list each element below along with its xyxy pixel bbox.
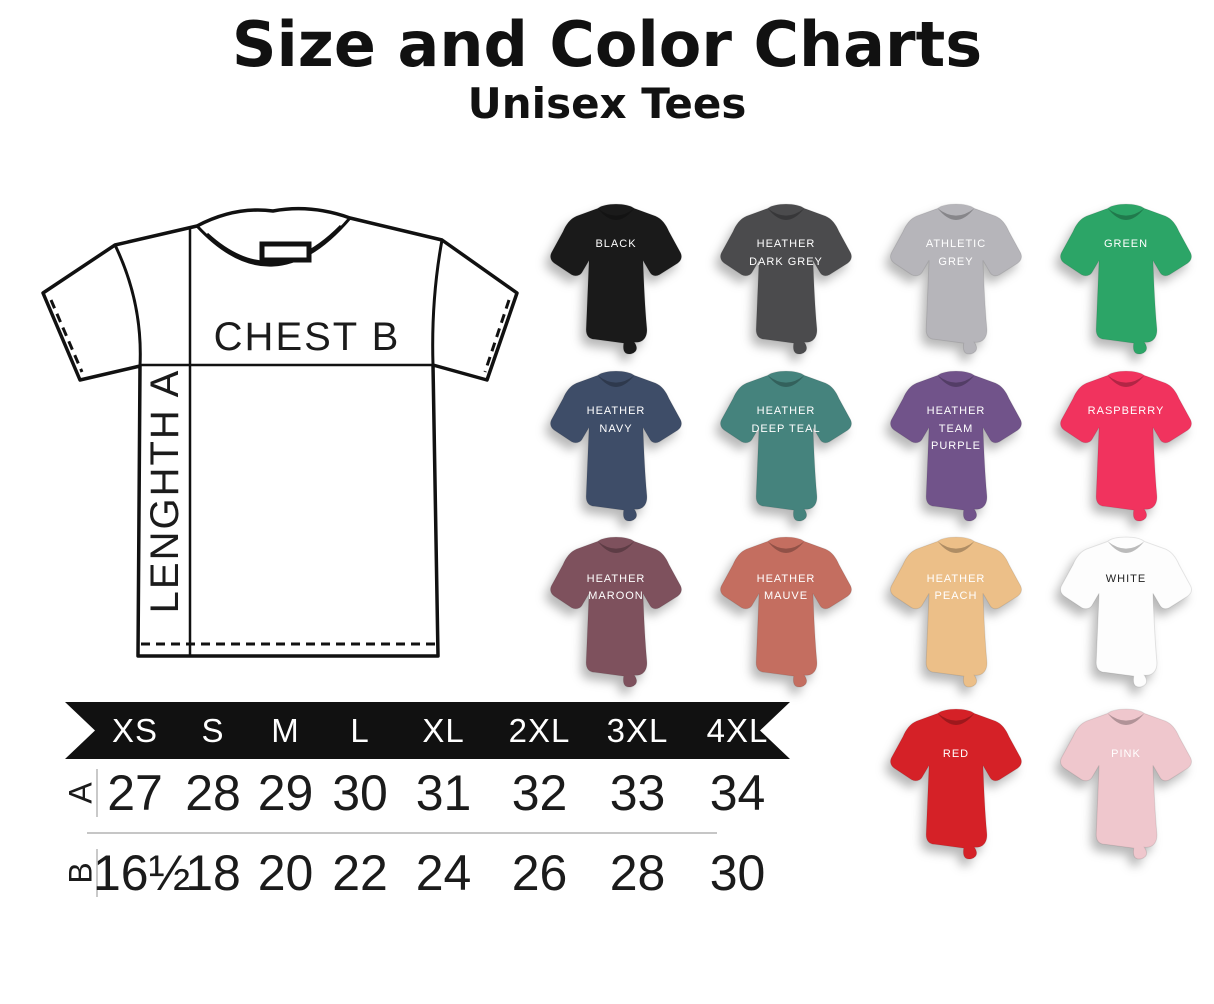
neck-label-tag bbox=[259, 241, 312, 263]
size-value: 33 bbox=[609, 765, 666, 821]
size-value: 30 bbox=[709, 845, 766, 901]
tshirt-icon bbox=[890, 370, 1022, 522]
row-tick bbox=[96, 849, 98, 897]
tshirt-swatch-green: GREEN bbox=[1041, 193, 1211, 360]
tshirt-color-label: HEATHER MAROON bbox=[586, 572, 646, 603]
tshirt-icon bbox=[1060, 370, 1192, 522]
tshirt-swatch-heather-deep-teal: HEATHER DEEP TEAL bbox=[701, 360, 871, 526]
size-value: 32 bbox=[511, 765, 568, 821]
right-sleeve-seam bbox=[431, 239, 444, 366]
tshirt-swatch-white: WHITE bbox=[1041, 526, 1211, 698]
size-row-b: B 16½ 18 20 22 24 26 28 30 bbox=[63, 844, 790, 902]
size-header-2xl: 2XL bbox=[508, 712, 571, 749]
tshirt-icon bbox=[550, 536, 682, 688]
size-header-xs: XS bbox=[111, 712, 159, 749]
tshirt-color-label: GREEN bbox=[1103, 238, 1149, 251]
right-sleeve-hem-dashed bbox=[483, 299, 511, 373]
tshirt-swatch-athletic-grey: ATHLETIC GREY bbox=[871, 193, 1041, 360]
size-value: 24 bbox=[415, 845, 472, 901]
left-sleeve-hem-dashed bbox=[49, 299, 84, 373]
tshirt-icon bbox=[1060, 203, 1192, 355]
collar-outer bbox=[195, 217, 352, 267]
row-tick bbox=[96, 769, 98, 817]
tshirt-icon bbox=[550, 203, 682, 355]
tshirt-outline bbox=[41, 206, 519, 658]
tshirt-color-label: HEATHER MAUVE bbox=[756, 572, 816, 603]
tshirt-measurement-diagram: CHEST B LENGHTH A bbox=[41, 206, 519, 658]
tshirt-color-label: HEATHER TEAM PURPLE bbox=[926, 405, 986, 453]
header: Size and Color Charts Unisex Tees bbox=[0, 12, 1214, 128]
tshirt-color-label: HEATHER DEEP TEAL bbox=[751, 405, 821, 435]
length-label: LENGHTH A bbox=[143, 369, 187, 614]
tshirt-swatch-red: RED bbox=[871, 698, 1041, 883]
tshirt-color-label: PINK bbox=[1111, 748, 1141, 761]
tshirt-icon bbox=[890, 708, 1022, 860]
size-header-3xl: 3XL bbox=[606, 712, 669, 749]
tshirt-icon bbox=[720, 370, 852, 522]
tshirt-swatch-pink: PINK bbox=[1041, 698, 1211, 883]
tshirt-icon bbox=[890, 536, 1022, 688]
tshirt-color-label: WHITE bbox=[1105, 572, 1147, 585]
chest-label: CHEST B bbox=[214, 315, 401, 359]
tshirt-swatch-black: BLACK bbox=[531, 193, 701, 360]
size-banner: XS S M L XL 2XL 3XL 4XL bbox=[65, 702, 790, 759]
tshirt-color-label: ATHLETIC GREY bbox=[925, 238, 987, 268]
tshirt-swatch-heather-navy: HEATHER NAVY bbox=[531, 360, 701, 526]
size-value: 27 bbox=[107, 765, 163, 821]
tshirt-icon bbox=[550, 370, 682, 522]
tshirt-icon bbox=[720, 536, 852, 688]
size-value: 16½ bbox=[93, 845, 191, 901]
tshirt-color-label: HEATHER DARK GREY bbox=[749, 238, 823, 268]
tshirt-color-label: RED bbox=[942, 748, 970, 761]
tshirt-icon bbox=[890, 203, 1022, 355]
tshirt-swatch-heather-maroon: HEATHER MAROON bbox=[531, 526, 701, 698]
tshirt-color-label: HEATHER PEACH bbox=[926, 572, 986, 603]
color-swatch-grid: BLACK HEATHER DARK GREY ATHLETIC GREY GR… bbox=[531, 193, 1211, 883]
size-value: 31 bbox=[415, 765, 472, 821]
size-header-s: S bbox=[201, 712, 225, 749]
page-subtitle: Unisex Tees bbox=[467, 79, 747, 129]
size-value: 20 bbox=[257, 845, 314, 901]
size-value: 22 bbox=[332, 845, 388, 901]
size-header-m: M bbox=[271, 712, 300, 749]
size-header-l: L bbox=[350, 712, 370, 749]
left-sleeve-seam bbox=[113, 244, 142, 367]
size-value: 29 bbox=[257, 765, 314, 821]
tshirt-icon bbox=[720, 203, 852, 355]
row-divider bbox=[87, 832, 717, 834]
size-header-4xl: 4XL bbox=[706, 712, 769, 749]
size-value: 30 bbox=[332, 765, 388, 821]
size-value: 28 bbox=[609, 845, 666, 901]
tshirt-color-label: HEATHER NAVY bbox=[586, 405, 646, 435]
size-value: 26 bbox=[511, 845, 568, 901]
size-value: 34 bbox=[709, 765, 766, 821]
size-header-xl: XL bbox=[422, 712, 465, 749]
size-value: 18 bbox=[185, 845, 241, 901]
size-value: 28 bbox=[185, 765, 241, 821]
tshirt-icon bbox=[1060, 536, 1192, 688]
tshirt-icon bbox=[1060, 708, 1192, 860]
size-row-a: A 27 28 29 30 31 32 33 34 bbox=[63, 764, 790, 822]
tshirt-swatch-raspberry: RASPBERRY bbox=[1041, 360, 1211, 526]
tshirt-swatch-heather-peach: HEATHER PEACH bbox=[871, 526, 1041, 698]
tshirt-color-label: RASPBERRY bbox=[1087, 405, 1165, 418]
tshirt-swatch-heather-team-purple: HEATHER TEAM PURPLE bbox=[871, 360, 1041, 526]
page-title: Size and Color Charts bbox=[231, 8, 983, 81]
tshirt-swatch-heather-dark-grey: HEATHER DARK GREY bbox=[701, 193, 871, 360]
tshirt-swatch-heather-mauve: HEATHER MAUVE bbox=[701, 526, 871, 698]
tshirt-color-label: BLACK bbox=[595, 238, 637, 251]
